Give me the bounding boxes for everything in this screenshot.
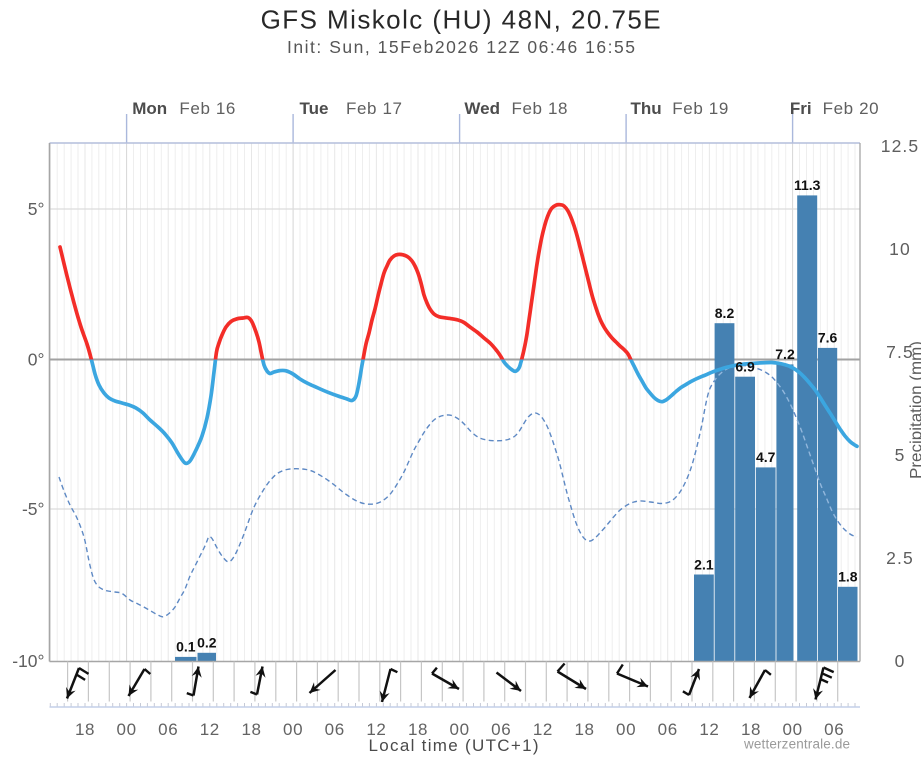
svg-text:7.2: 7.2 bbox=[775, 346, 795, 362]
svg-text:0°: 0° bbox=[28, 350, 45, 370]
svg-text:06: 06 bbox=[158, 720, 178, 739]
svg-text:Precipitation (mm): Precipitation (mm) bbox=[907, 341, 921, 479]
svg-text:GFS Miskolc (HU) 48N, 20.75E: GFS Miskolc (HU) 48N, 20.75E bbox=[261, 5, 661, 35]
svg-text:00: 00 bbox=[283, 720, 303, 739]
svg-text:12.5: 12.5 bbox=[881, 136, 919, 156]
svg-text:18: 18 bbox=[241, 720, 261, 739]
svg-text:18: 18 bbox=[75, 720, 95, 739]
svg-text:0.1: 0.1 bbox=[176, 639, 196, 655]
svg-text:Local time (UTC+1): Local time (UTC+1) bbox=[369, 736, 539, 755]
svg-text:2.5: 2.5 bbox=[886, 548, 914, 568]
svg-text:10: 10 bbox=[889, 239, 911, 259]
svg-text:11.3: 11.3 bbox=[794, 177, 821, 193]
svg-text:0.2: 0.2 bbox=[197, 635, 217, 651]
svg-text:wetterzentrale.de: wetterzentrale.de bbox=[743, 737, 850, 752]
svg-text:4.7: 4.7 bbox=[756, 449, 776, 465]
svg-text:5: 5 bbox=[895, 445, 906, 465]
svg-text:2.1: 2.1 bbox=[694, 556, 714, 572]
svg-text:12: 12 bbox=[699, 720, 719, 739]
svg-text:00: 00 bbox=[616, 720, 636, 739]
svg-text:8.2: 8.2 bbox=[715, 305, 735, 321]
svg-text:06: 06 bbox=[658, 720, 678, 739]
svg-text:-10°: -10° bbox=[12, 651, 44, 671]
svg-text:00: 00 bbox=[117, 720, 137, 739]
svg-text:12: 12 bbox=[200, 720, 220, 739]
svg-text:7.6: 7.6 bbox=[818, 330, 838, 346]
svg-text:6.9: 6.9 bbox=[735, 359, 755, 375]
svg-text:06: 06 bbox=[325, 720, 345, 739]
svg-text:Init: Sun, 15Feb2026 12Z 06:46: Init: Sun, 15Feb2026 12Z 06:46 16:55 bbox=[287, 37, 635, 57]
svg-text:5°: 5° bbox=[28, 199, 45, 219]
svg-text:-5°: -5° bbox=[22, 499, 45, 519]
svg-text:18: 18 bbox=[574, 720, 594, 739]
svg-text:1.8: 1.8 bbox=[838, 569, 858, 585]
svg-text:0: 0 bbox=[895, 651, 906, 671]
